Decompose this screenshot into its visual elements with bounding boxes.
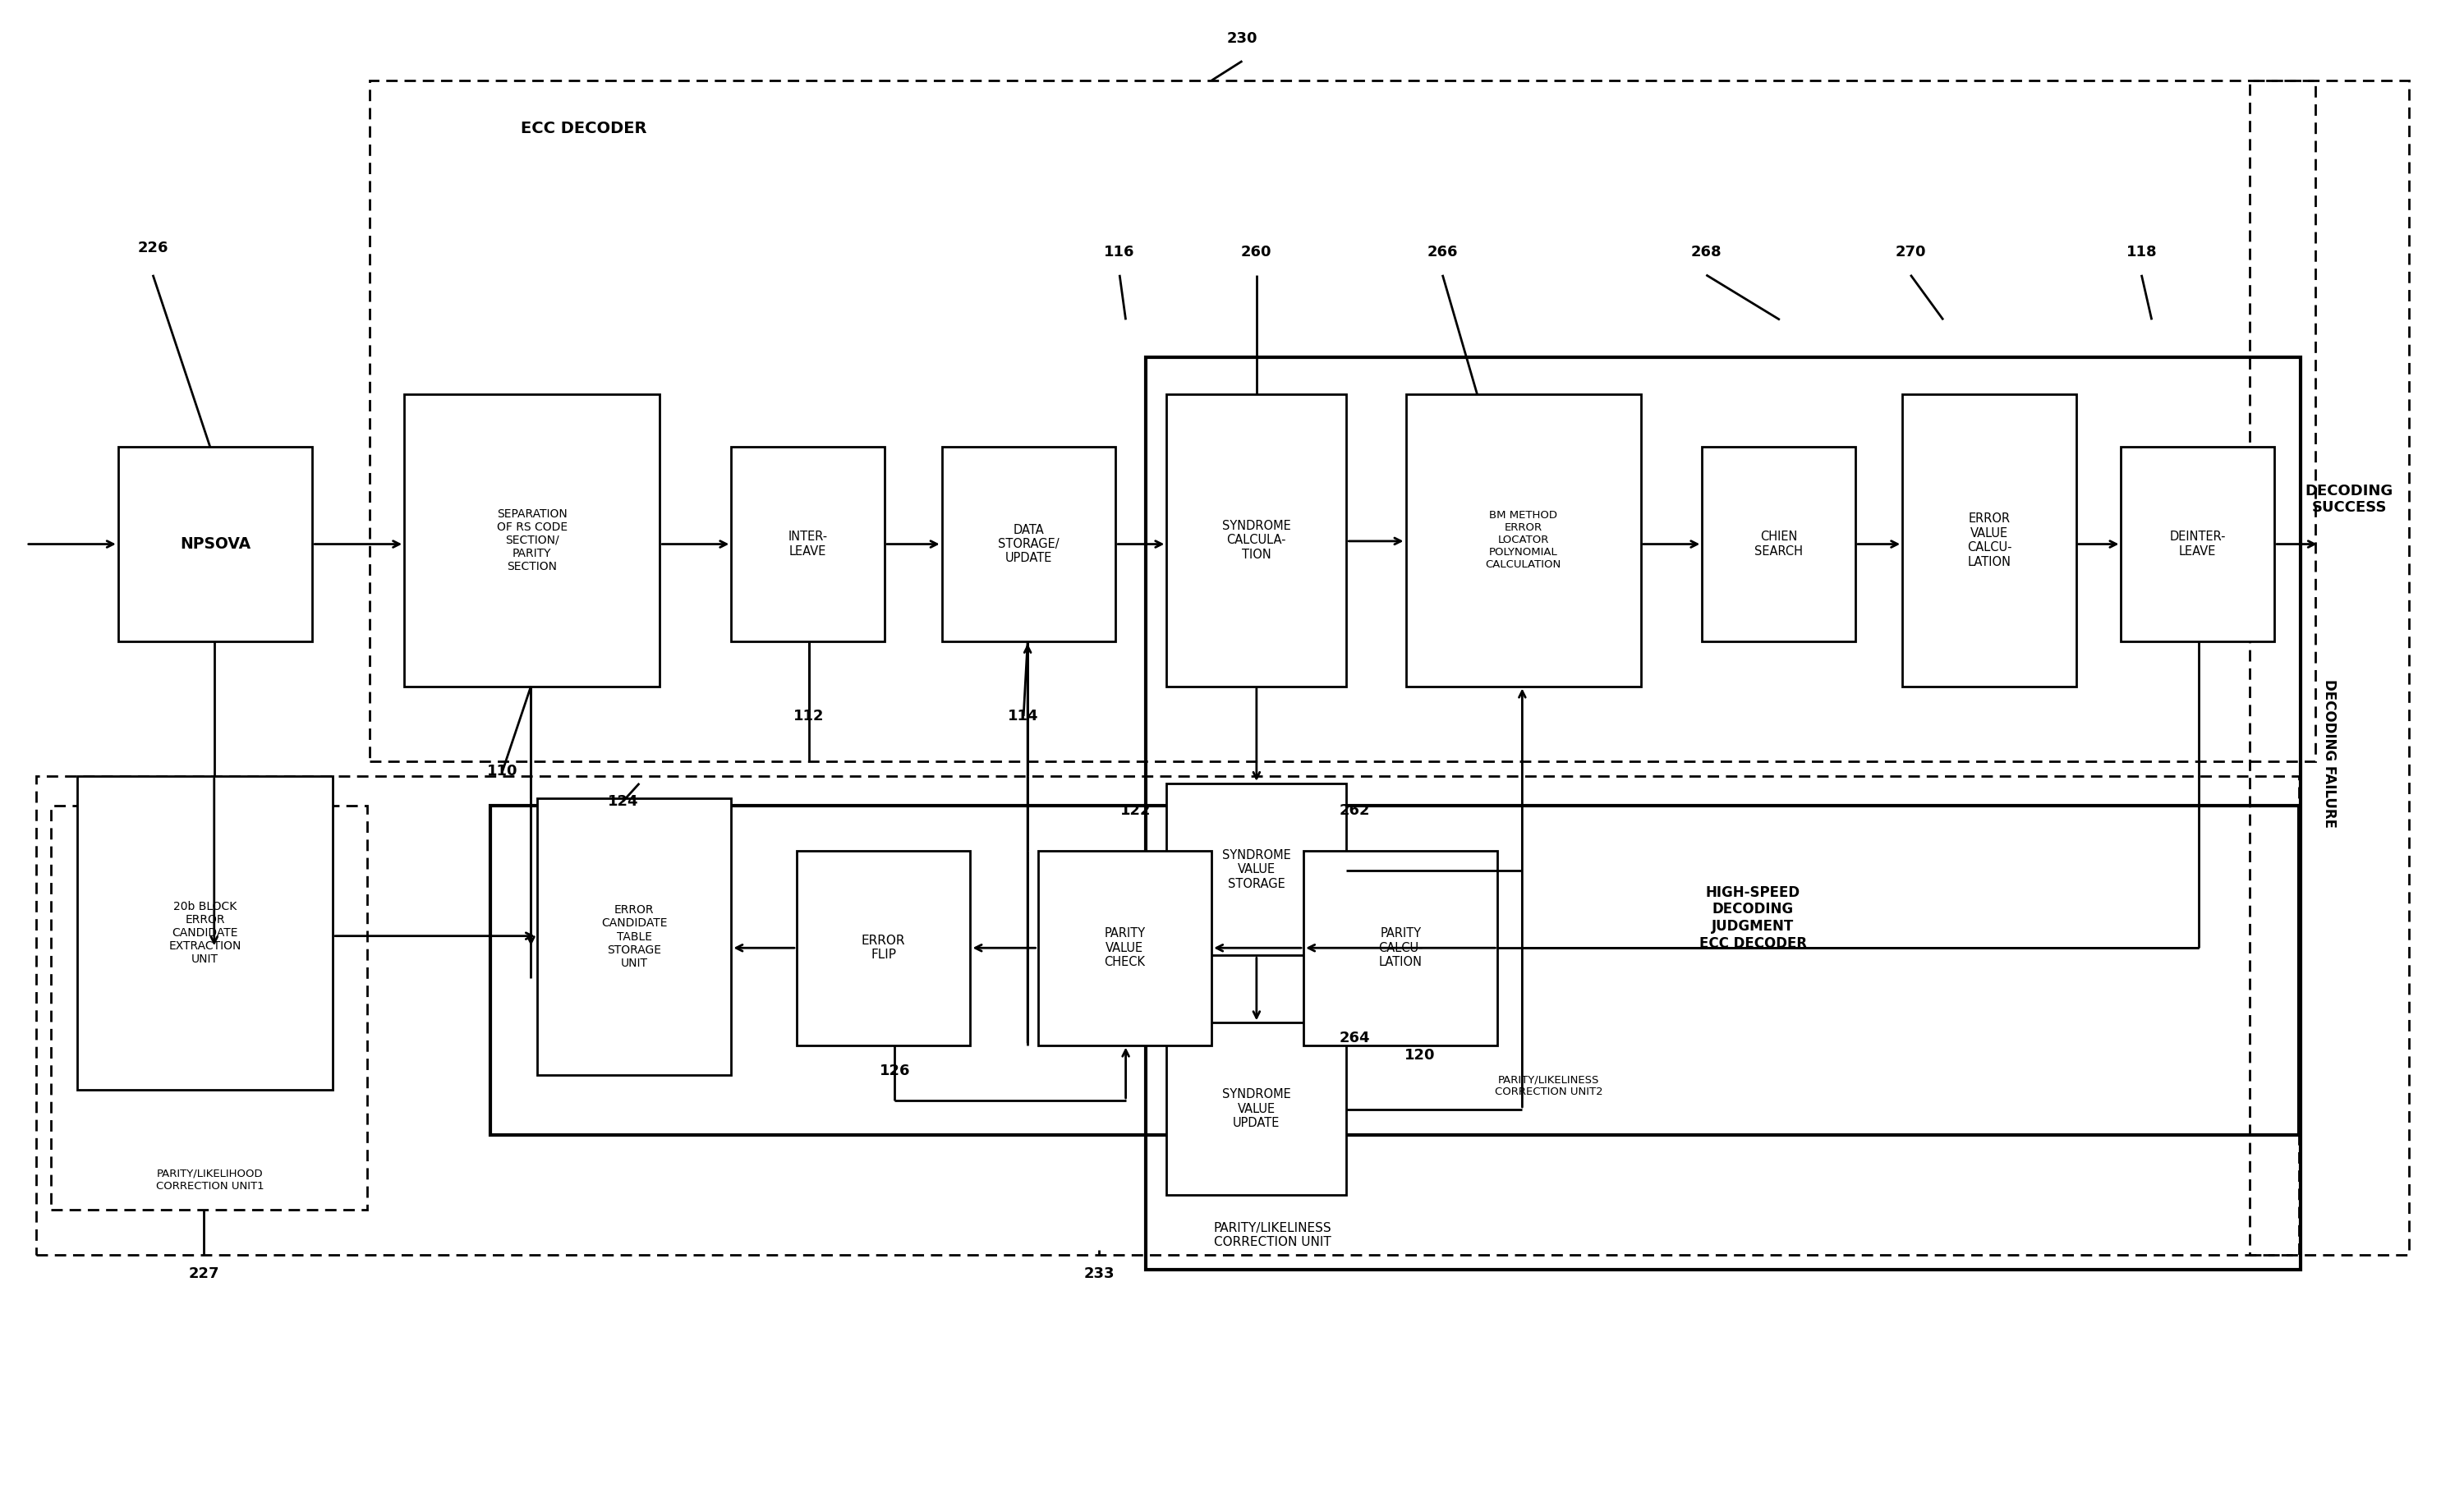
Text: 227: 227 [190,1266,219,1281]
Text: 20b BLOCK
ERROR
CANDIDATE
EXTRACTION
UNIT: 20b BLOCK ERROR CANDIDATE EXTRACTION UNI… [168,901,241,966]
Bar [52,806,367,1210]
Text: SYNDROME
VALUE
STORAGE: SYNDROME VALUE STORAGE [1222,848,1291,889]
Text: 112: 112 [793,708,825,723]
Text: 110: 110 [488,764,517,779]
Text: HIGH-SPEED
DECODING
JUDGMENT
ECC DECODER: HIGH-SPEED DECODING JUDGMENT ECC DECODER [1700,885,1806,951]
Text: DEINTER-
LEAVE: DEINTER- LEAVE [2171,530,2225,558]
Text: PARITY
CALCU-
LATION: PARITY CALCU- LATION [1377,927,1424,969]
Text: BM METHOD
ERROR
LOCATOR
POLYNOMIAL
CALCULATION: BM METHOD ERROR LOCATOR POLYNOMIAL CALCU… [1486,511,1562,570]
Bar [1165,395,1345,686]
Bar [1703,448,1855,642]
Text: ECC DECODER: ECC DECODER [520,121,648,136]
Bar [941,448,1116,642]
Bar [1902,395,2077,686]
Text: PARITY/LIKELIHOOD
CORRECTION UNIT1: PARITY/LIKELIHOOD CORRECTION UNIT1 [155,1168,264,1191]
Text: 114: 114 [1008,708,1040,723]
Text: PARITY/LIKELINESS
CORRECTION UNIT2: PARITY/LIKELINESS CORRECTION UNIT2 [1496,1074,1604,1097]
Bar [490,806,2299,1135]
Bar [1407,395,1641,686]
Text: 126: 126 [880,1062,909,1078]
Text: 230: 230 [1227,32,1257,47]
Text: 122: 122 [1121,803,1151,818]
Bar [732,448,885,642]
Bar [118,448,313,642]
Text: SEPARATION
OF RS CODE
SECTION/
PARITY
SECTION: SEPARATION OF RS CODE SECTION/ PARITY SE… [498,508,567,573]
Text: DATA
STORAGE/
UPDATE: DATA STORAGE/ UPDATE [998,523,1060,565]
Text: INTER-
LEAVE: INTER- LEAVE [788,530,828,558]
Bar [370,80,2316,761]
Text: 118: 118 [2126,246,2156,259]
Bar [37,776,2299,1254]
Text: NPSOVA: NPSOVA [180,536,251,552]
Bar [76,776,333,1090]
Text: SYNDROME
VALUE
UPDATE: SYNDROME VALUE UPDATE [1222,1088,1291,1129]
Text: 120: 120 [1404,1049,1437,1062]
Text: ERROR
VALUE
CALCU-
LATION: ERROR VALUE CALCU- LATION [1966,512,2011,568]
Text: SYNDROME
CALCULA-
TION: SYNDROME CALCULA- TION [1222,520,1291,561]
Text: 260: 260 [1242,246,1271,259]
Bar [1037,851,1212,1046]
Bar [796,851,971,1046]
Text: 264: 264 [1340,1031,1370,1044]
Text: 226: 226 [138,241,168,255]
Bar [2250,80,2410,1254]
Text: PARITY
VALUE
CHECK: PARITY VALUE CHECK [1104,927,1146,969]
Text: DECODING
SUCCESS: DECODING SUCCESS [2304,484,2393,515]
Text: 233: 233 [1084,1266,1114,1281]
Text: 262: 262 [1340,803,1370,818]
Text: PARITY/LIKELINESS
CORRECTION UNIT: PARITY/LIKELINESS CORRECTION UNIT [1215,1222,1333,1248]
Text: 270: 270 [1895,246,1927,259]
Bar [1303,851,1498,1046]
Text: ERROR
CANDIDATE
TABLE
STORAGE
UNIT: ERROR CANDIDATE TABLE STORAGE UNIT [601,904,668,969]
Text: ERROR
FLIP: ERROR FLIP [862,934,904,961]
Bar [1146,357,2301,1269]
Text: DECODING FAILURE: DECODING FAILURE [2321,680,2336,827]
Bar [2122,448,2274,642]
Bar [537,799,732,1074]
Text: CHIEN
SEARCH: CHIEN SEARCH [1754,530,1804,558]
Text: 116: 116 [1104,246,1136,259]
Text: 266: 266 [1427,246,1459,259]
Bar [1165,1023,1345,1195]
Bar [404,395,660,686]
Text: 124: 124 [609,794,638,809]
Text: 268: 268 [1690,246,1722,259]
Bar [1165,784,1345,955]
